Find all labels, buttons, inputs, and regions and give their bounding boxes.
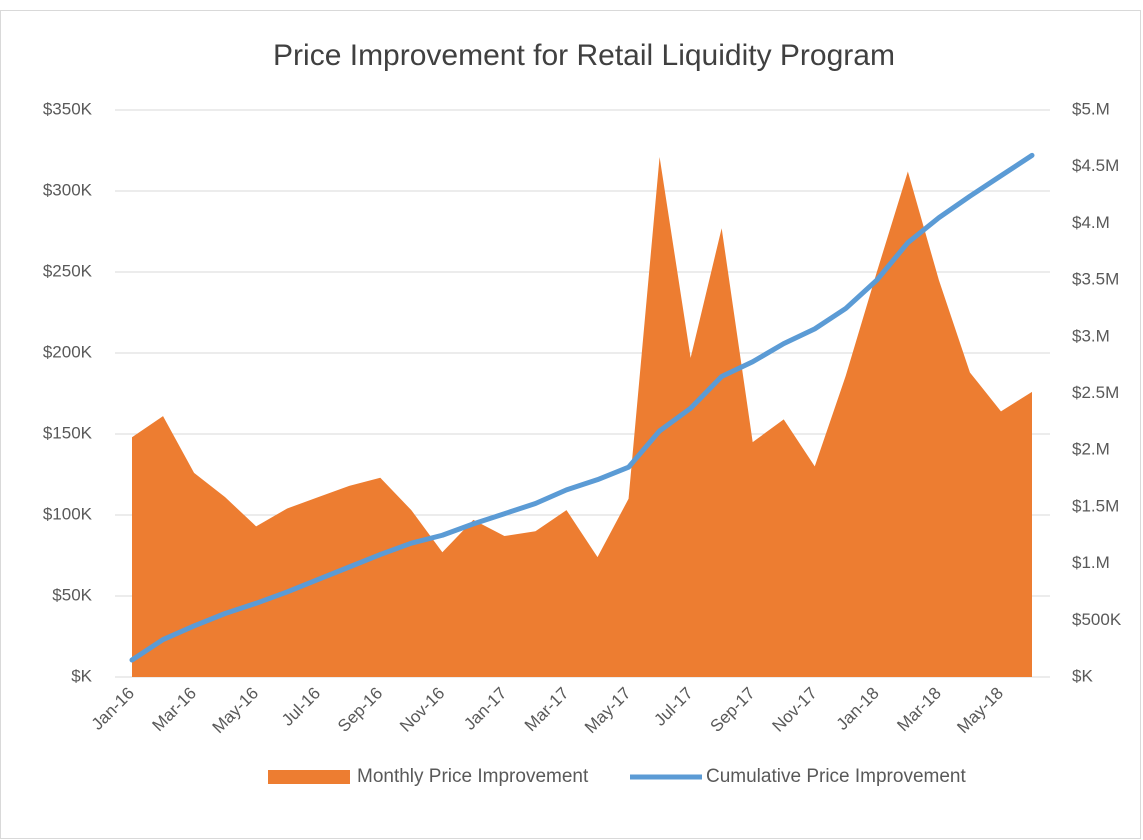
- y2-tick-label: $1.5M: [1072, 496, 1119, 515]
- y-tick-label: $350K: [43, 99, 93, 118]
- legend-swatch: [268, 770, 350, 784]
- y2-tick-label: $5.M: [1072, 99, 1110, 118]
- y-tick-label: $300K: [43, 180, 93, 199]
- legend-label: Cumulative Price Improvement: [706, 766, 966, 787]
- legend-label: Monthly Price Improvement: [357, 766, 589, 787]
- area: [132, 156, 1032, 678]
- y2-tick-label: $K: [1072, 666, 1093, 685]
- y-tick-label: $50K: [52, 585, 92, 604]
- y2-tick-label: $1.M: [1072, 553, 1110, 572]
- y2-tick-label: $4.5M: [1072, 156, 1119, 175]
- y-tick-label: $150K: [43, 423, 93, 442]
- y2-tick-label: $500K: [1072, 610, 1122, 629]
- y2-tick-label: $3.M: [1072, 326, 1110, 345]
- line: [129, 152, 1035, 663]
- y-tick-label: $200K: [43, 342, 93, 361]
- y2-tick-label: $2.M: [1072, 440, 1110, 459]
- chart-title: Price Improvement for Retail Liquidity P…: [273, 39, 895, 72]
- y2-tick-label: $4.M: [1072, 213, 1110, 232]
- y2-tick-label: $3.5M: [1072, 270, 1119, 289]
- y-tick-label: $250K: [43, 261, 93, 280]
- y2-tick-label: $2.5M: [1072, 383, 1119, 402]
- y-tick-label: $100K: [43, 504, 93, 523]
- y-tick-label: $K: [71, 666, 92, 685]
